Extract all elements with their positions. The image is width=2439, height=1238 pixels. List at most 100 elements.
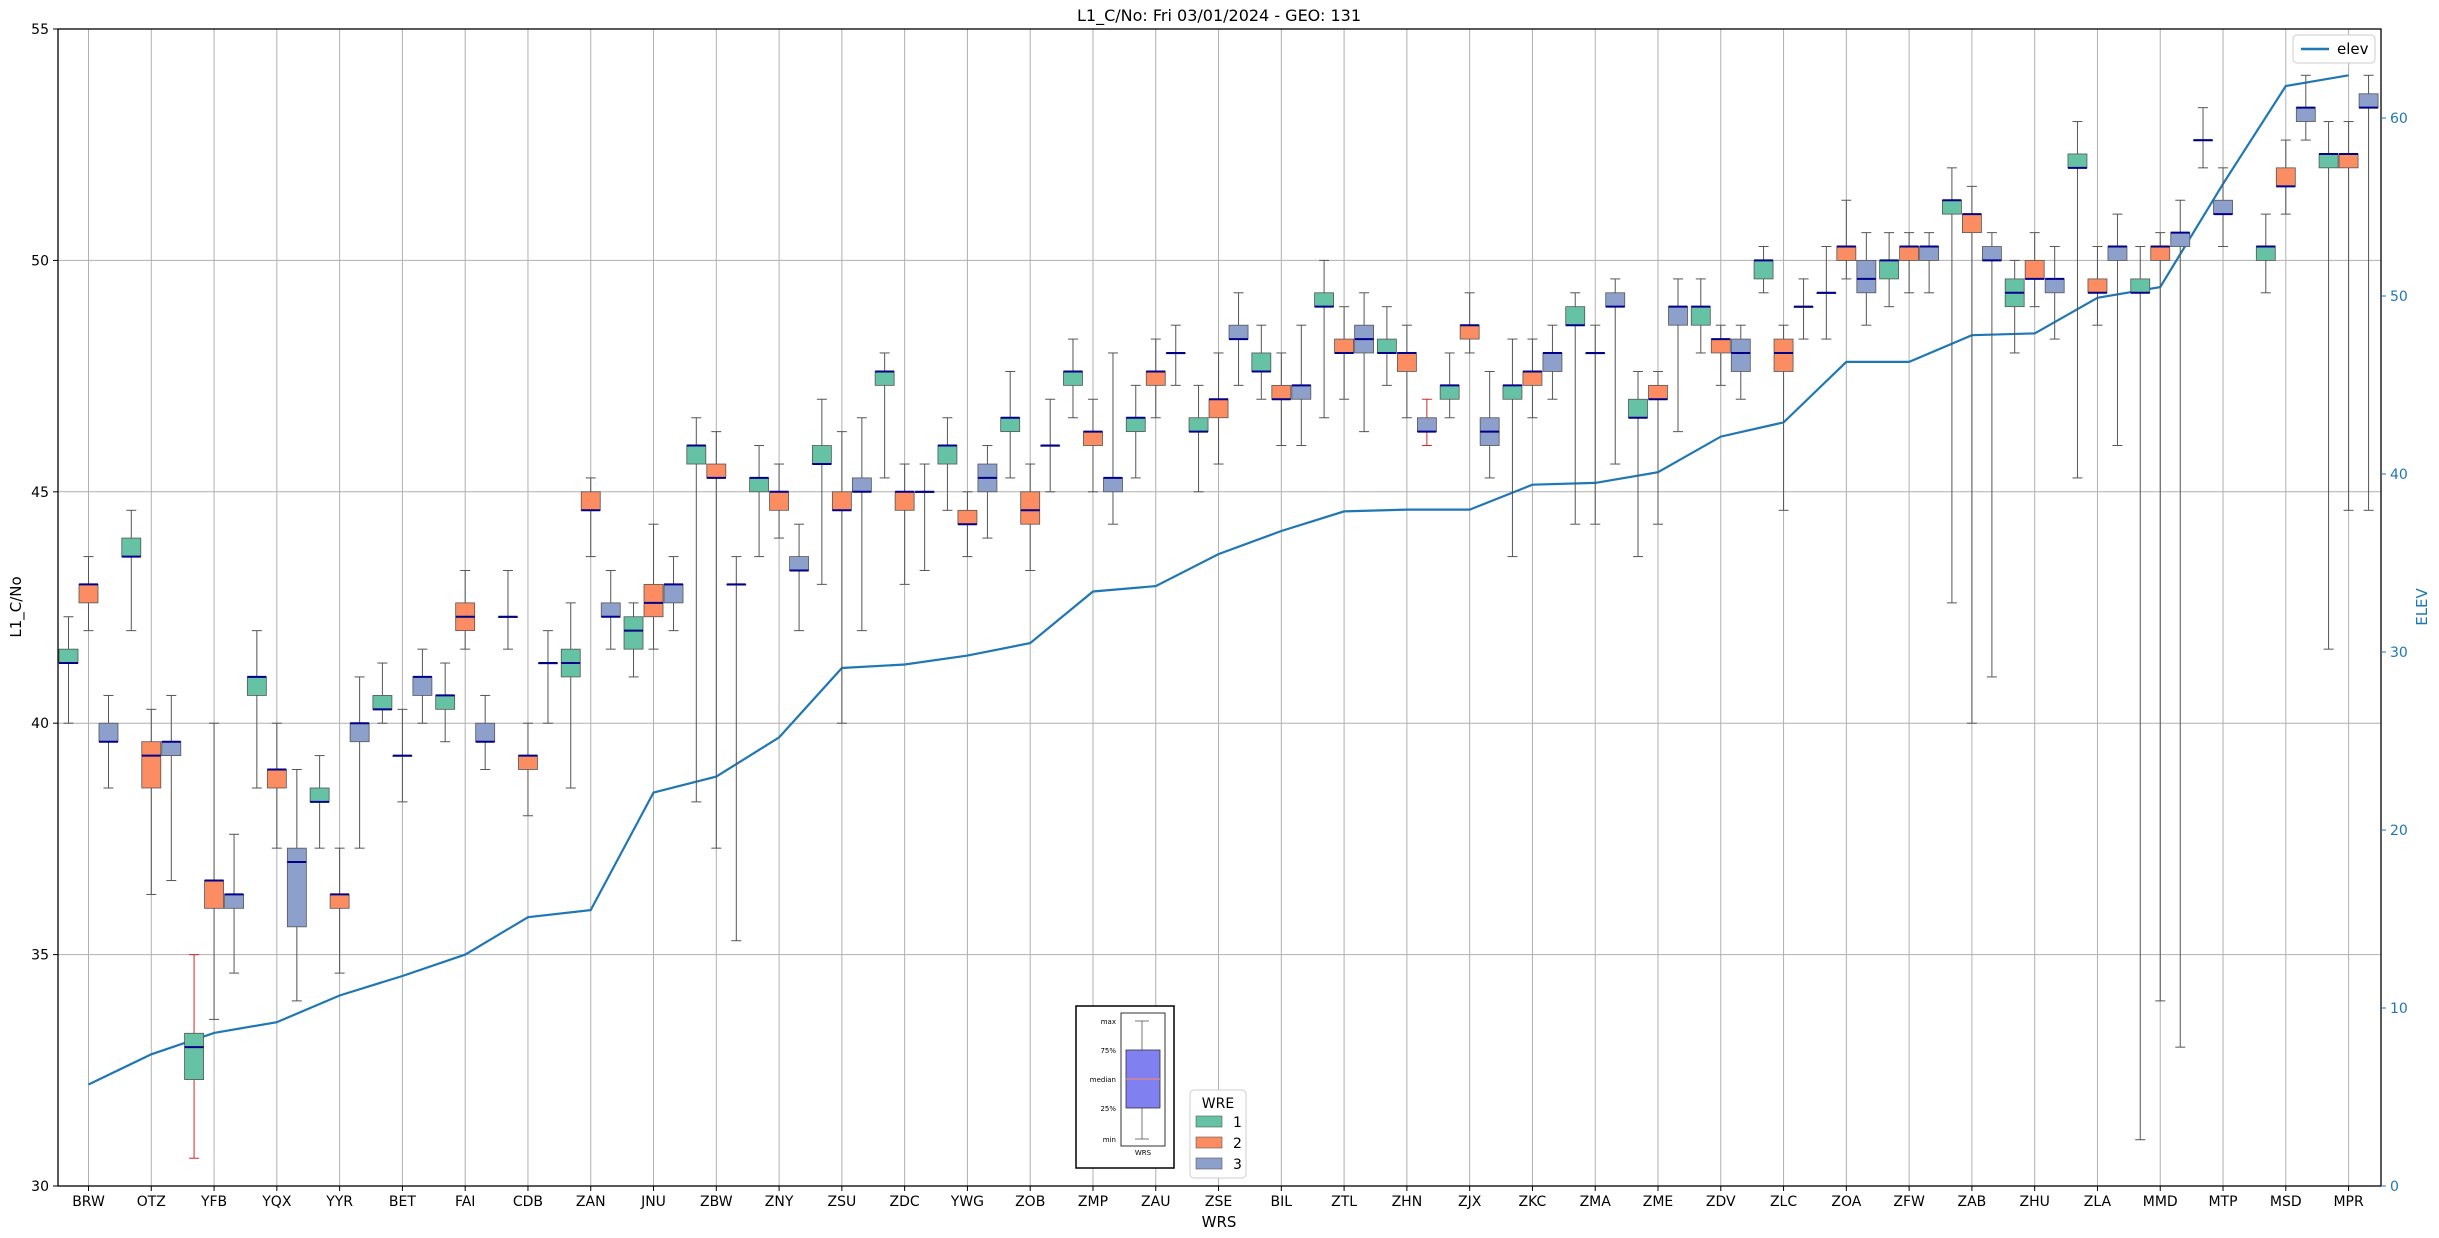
box-group [663, 556, 684, 632]
x-tick-label: ZMA [1580, 1194, 1612, 1210]
box-body [706, 463, 727, 479]
box-group [1502, 338, 1523, 558]
x-tick-label: JNU [640, 1194, 666, 1210]
box-group [475, 694, 496, 770]
box-group [1396, 324, 1417, 419]
box-group [1125, 384, 1146, 479]
box-group [1103, 352, 1123, 525]
x-tick-label: YQX [261, 1194, 292, 1210]
box-body [1459, 324, 1480, 340]
box-group [937, 417, 958, 511]
box-group [246, 630, 267, 789]
box-group [1291, 324, 1312, 447]
y2-tick-label: 30 [2390, 645, 2408, 661]
y-axis-label: L1_C/No [7, 576, 26, 637]
y-tick-label: 35 [31, 948, 49, 964]
box-group [1565, 292, 1586, 525]
box-group [749, 445, 769, 558]
box-body [1710, 338, 1731, 354]
box-group [1773, 324, 1794, 511]
box-body [475, 722, 496, 743]
wre-legend-swatch-3 [1195, 1157, 1223, 1170]
box-body [1396, 352, 1417, 372]
y-tick-label: 55 [31, 22, 49, 38]
box-group [1145, 338, 1166, 419]
box-group [392, 708, 413, 803]
box-group [560, 602, 581, 789]
x-tick-label: YFB [200, 1194, 227, 1210]
box-body [1565, 306, 1586, 326]
box-group [1251, 324, 1272, 400]
box-body [894, 491, 915, 511]
box-group [1856, 232, 1877, 326]
box-body [309, 787, 330, 803]
box-body [2024, 259, 2045, 280]
wre-legend-label-3: 3 [1233, 1157, 1242, 1173]
box-group [349, 676, 370, 849]
box-body [643, 583, 664, 618]
box-group [811, 398, 832, 585]
inset-label-min: min [1103, 1136, 1116, 1144]
box-group [1165, 324, 1186, 386]
box-body [1836, 246, 1857, 261]
x-tick-label: ZNY [765, 1194, 794, 1210]
box-group [412, 648, 433, 724]
box-group [851, 417, 872, 632]
x-tick-label: ZBW [700, 1194, 733, 1210]
box-group [769, 463, 789, 539]
box-group [2150, 232, 2171, 1002]
x-tick-label: MPR [2333, 1194, 2364, 1210]
axes: BRW OTZ YFB YQX YYR BET FAI CDB ZAN JNU ZBW ZNY ZSU Z… [31, 22, 2408, 1210]
box-body [435, 695, 456, 710]
box-body [2044, 278, 2065, 294]
box-body [600, 602, 621, 618]
box-group [184, 954, 204, 1159]
x-tick-label: ZJX [1458, 1194, 1482, 1210]
x-tick-label: ZAB [1958, 1194, 1987, 1210]
box-body [623, 616, 644, 650]
wre-legend-swatch-1 [1195, 1115, 1223, 1128]
x-tick-label: ZME [1643, 1194, 1674, 1210]
inset-label-max: max [1101, 1018, 1116, 1026]
box-body [1690, 306, 1711, 326]
box-group [1668, 278, 1688, 433]
box-body [78, 583, 99, 604]
x-tick-label: ZAN [576, 1194, 606, 1210]
box-body [769, 491, 789, 511]
box-group [266, 722, 287, 849]
x-tick-label: BIL [1271, 1194, 1293, 1210]
wre-legend-swatch-2 [1195, 1136, 1223, 1149]
x-tick-label: YWG [950, 1194, 984, 1210]
box-body [2295, 107, 2316, 122]
x-tick-label: BET [389, 1194, 416, 1210]
box-group [1816, 246, 1837, 340]
box-body [2338, 153, 2359, 169]
x-tick-label: BRW [72, 1194, 105, 1210]
box-group [286, 768, 307, 1002]
box-group [204, 722, 224, 1020]
inset-label-25: 25% [1100, 1105, 1116, 1113]
box-body [224, 894, 244, 909]
box-body [98, 722, 119, 743]
box-group [1314, 259, 1334, 419]
box-group [831, 431, 852, 724]
y2-axis-label: ELEV [2413, 587, 2431, 625]
box-body [184, 1032, 204, 1080]
box-body [1982, 246, 2002, 261]
box-group [141, 708, 162, 895]
x-tick-label: ZOA [1831, 1194, 1861, 1210]
x-tick-label: ZHU [2019, 1194, 2049, 1210]
y2-tick-label: 20 [2390, 823, 2408, 839]
box-body [2358, 93, 2379, 109]
box-body [266, 769, 287, 789]
x-tick-label: ZTL [1331, 1194, 1357, 1210]
box-group [1919, 232, 1940, 294]
y-tick-label: 30 [31, 1179, 49, 1195]
wre-legend-title: WRE [1202, 1096, 1234, 1112]
box-body [811, 445, 832, 465]
box-group [580, 477, 601, 558]
box-group [2193, 107, 2213, 169]
box-group [874, 352, 895, 479]
box-body [518, 755, 538, 770]
